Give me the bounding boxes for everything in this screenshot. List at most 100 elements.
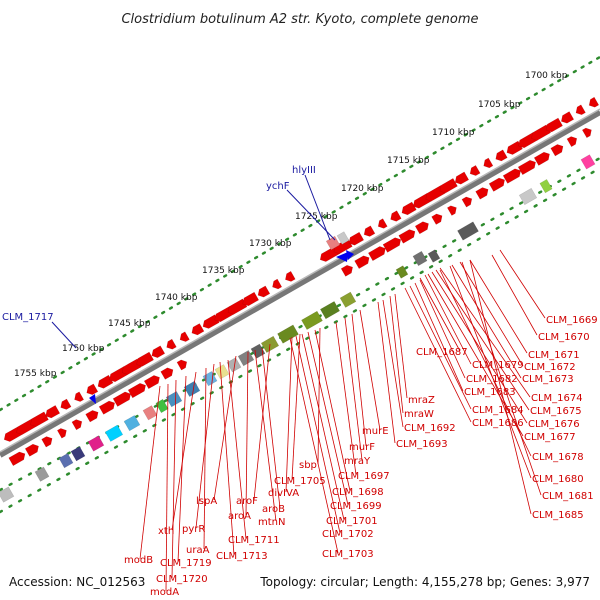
gene-glyph <box>87 435 105 452</box>
gene-glyph <box>401 201 417 216</box>
gene-label: CLM_1677 <box>524 432 576 443</box>
leader-line <box>459 261 524 367</box>
leader-line <box>461 261 542 496</box>
gene-glyph <box>414 221 429 235</box>
gene-label: sbp <box>299 460 317 471</box>
gene-glyph <box>377 218 388 229</box>
gene-glyph <box>86 383 99 396</box>
kbp-label: 1720 kbp <box>341 184 384 194</box>
gene-label: CLM_1701 <box>326 516 378 527</box>
leader-line <box>177 375 187 563</box>
leader-line <box>314 329 351 492</box>
kbp-label: 1730 kbp <box>249 239 292 249</box>
leader-line <box>307 331 349 506</box>
gene-glyph <box>183 380 201 397</box>
gene-glyph <box>71 419 83 431</box>
gene-label: CLM_1720 <box>156 574 208 585</box>
kbp-label: 1740 kbp <box>155 293 198 303</box>
accession-text: Accession: NC_012563 <box>9 575 145 589</box>
leader-line <box>344 317 363 461</box>
blue-gene-labels: hlyIII ychF CLM_1717 <box>2 165 354 404</box>
gene-glyph <box>242 291 260 307</box>
gene-label: divIVA <box>268 488 299 499</box>
gene-label: mtnN <box>258 517 285 528</box>
gene-label: CLM_1693 <box>396 439 448 450</box>
gene-glyph <box>155 398 169 414</box>
leader-line <box>439 269 532 457</box>
gene-glyph <box>301 310 323 330</box>
gene-glyph <box>166 338 177 350</box>
gene-glyph <box>457 221 479 241</box>
gene-label: aroB <box>262 504 285 515</box>
gene-glyph <box>58 453 74 469</box>
gene-glyph <box>272 278 283 290</box>
gene-glyph <box>475 187 489 200</box>
gene-glyph <box>446 205 457 216</box>
forward-genes <box>3 96 600 442</box>
leader-line <box>382 299 404 428</box>
gene-label: CLM_1682 <box>466 374 518 385</box>
leader-line <box>414 282 464 392</box>
gene-glyph <box>214 364 230 380</box>
gene-glyph <box>142 405 158 421</box>
leader-line <box>419 279 466 379</box>
gene-label: uraA <box>186 545 210 556</box>
gene-label-ychf: ychF <box>266 181 290 192</box>
leader-line <box>404 287 472 423</box>
leader-line <box>139 385 161 560</box>
gene-glyph <box>56 428 67 439</box>
leader-line <box>491 254 538 336</box>
gene-glyph <box>518 187 538 206</box>
gene-glyph <box>488 177 505 192</box>
gene-label: xth <box>158 526 174 537</box>
kbp-label: 1700 kbp <box>525 71 568 81</box>
gene-glyph <box>136 351 155 367</box>
gene-glyph <box>550 144 564 157</box>
gene-glyph <box>97 374 114 389</box>
gene-glyph <box>580 154 596 170</box>
leader-line <box>171 379 177 579</box>
kbp-label: 1705 kbp <box>478 100 521 110</box>
leader-line <box>171 371 197 531</box>
kbp-label: 1725 kbp <box>295 212 338 222</box>
gene-glyph <box>191 323 205 336</box>
gene-label: CLM_1669 <box>546 315 598 326</box>
gene-label: CLM_1681 <box>542 491 594 502</box>
gene-glyph <box>363 225 376 237</box>
gene-glyph <box>382 237 402 253</box>
gene-glyph <box>226 357 242 373</box>
blue-gene-marker <box>89 394 96 404</box>
gene-glyph <box>60 398 72 410</box>
gene-glyph <box>469 164 481 176</box>
gene-glyph <box>461 196 473 208</box>
gene-label: CLM_1678 <box>532 452 584 463</box>
kbp-label: 1710 kbp <box>432 128 475 138</box>
leader-line <box>253 343 271 501</box>
gene-glyph <box>439 178 458 194</box>
gene-glyph <box>24 443 39 457</box>
gene-glyph <box>85 410 99 423</box>
inner-tick-track-1 <box>0 156 600 492</box>
gene-glyph <box>354 255 370 270</box>
gene-glyph <box>348 231 365 246</box>
gene-glyph <box>495 149 508 162</box>
gene-label: CLM_1679 <box>472 360 524 371</box>
gene-label: CLM_1687 <box>416 347 468 358</box>
gene-label: murF <box>349 442 375 453</box>
leader-line <box>377 301 396 444</box>
gene-glyph <box>123 415 141 432</box>
leader-line <box>431 271 528 424</box>
gene-glyph <box>336 231 350 245</box>
leader-line <box>389 295 404 414</box>
gene-label: CLM_1670 <box>538 332 590 343</box>
gene-label: CLM_1680 <box>532 474 584 485</box>
gene-glyph <box>340 264 353 277</box>
gene-glyph <box>285 270 296 282</box>
gene-glyph <box>104 424 124 442</box>
gene-label: modA <box>150 587 179 598</box>
blue-gene-marker <box>336 252 348 262</box>
leader-line <box>427 273 524 437</box>
gene-glyph <box>367 246 386 262</box>
gene-glyph <box>34 466 50 482</box>
gene-label: CLM_1676 <box>528 419 580 430</box>
